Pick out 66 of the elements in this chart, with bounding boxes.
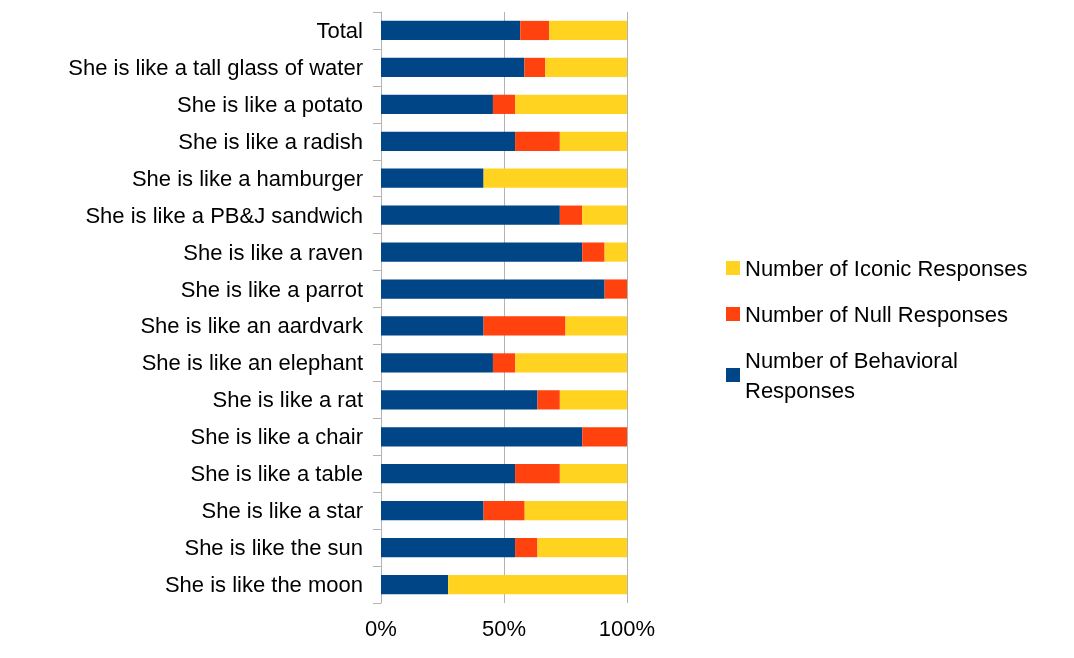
y-tick-label: She is like a potato — [177, 91, 363, 117]
bar — [381, 501, 484, 521]
bar — [483, 316, 566, 336]
y-tick-label: She is like a raven — [183, 239, 363, 265]
bar — [381, 427, 583, 447]
bar — [483, 168, 627, 188]
bar — [515, 537, 538, 558]
legend-label: Number of Behavioral Responses — [745, 347, 964, 403]
y-tick-label: She is like a radish — [178, 128, 363, 154]
x-tick-label: 100% — [598, 615, 656, 641]
bar — [545, 57, 627, 78]
bar — [559, 131, 627, 151]
bar — [381, 537, 516, 558]
bar — [381, 131, 516, 151]
y-tick-label: She is like a hamburger — [131, 165, 363, 191]
bar — [515, 353, 627, 373]
bar — [520, 20, 550, 41]
bar — [492, 94, 516, 114]
x-tick-label: 50% — [481, 615, 527, 641]
y-tick-label: Total — [316, 17, 363, 43]
bar — [492, 353, 516, 373]
x-tick-label: 0% — [365, 615, 397, 641]
bar — [582, 427, 627, 447]
bar — [582, 205, 627, 225]
bar — [524, 501, 627, 521]
bar — [381, 390, 538, 410]
bar — [559, 464, 627, 484]
bar — [537, 537, 627, 558]
bar — [381, 168, 484, 188]
bar — [565, 316, 627, 336]
y-tick-label: She is like a PB&J sandwich — [85, 202, 363, 228]
bar — [381, 242, 583, 262]
bar — [448, 574, 627, 595]
bar — [524, 57, 546, 78]
bar — [582, 242, 605, 262]
y-tick-label: She is like a chair — [190, 424, 363, 450]
bar — [381, 279, 605, 299]
bar — [381, 574, 449, 595]
y-tick-label: She is like the moon — [164, 572, 363, 598]
y-tick-label: She is like the sun — [184, 535, 363, 561]
bar — [604, 242, 627, 262]
bar — [381, 464, 516, 484]
bar — [381, 353, 493, 373]
bar — [515, 131, 560, 151]
y-tick-label: She is like a rat — [212, 387, 363, 413]
bar — [381, 20, 521, 41]
bar — [381, 57, 525, 78]
bar — [515, 94, 627, 114]
bar — [549, 20, 627, 41]
y-tick-label: She is like a star — [201, 498, 363, 524]
bar — [483, 501, 525, 521]
bar — [559, 205, 583, 225]
legend-label: Number of Null Responses — [745, 301, 1008, 327]
y-tick-label: She is like a table — [190, 461, 363, 487]
y-tick-label: She is like a parrot — [180, 276, 363, 302]
y-tick-label: She is like an elephant — [141, 350, 363, 376]
bar — [537, 390, 560, 410]
bar — [381, 94, 493, 114]
legend-label: Number of Iconic Responses — [745, 255, 1028, 281]
y-tick-label: She is like a tall glass of water — [68, 54, 363, 80]
bar — [381, 316, 484, 336]
bar — [559, 390, 627, 410]
bar — [515, 464, 560, 484]
bar — [381, 205, 560, 225]
y-tick-label: She is like an aardvark — [140, 313, 364, 339]
bar — [604, 279, 627, 299]
